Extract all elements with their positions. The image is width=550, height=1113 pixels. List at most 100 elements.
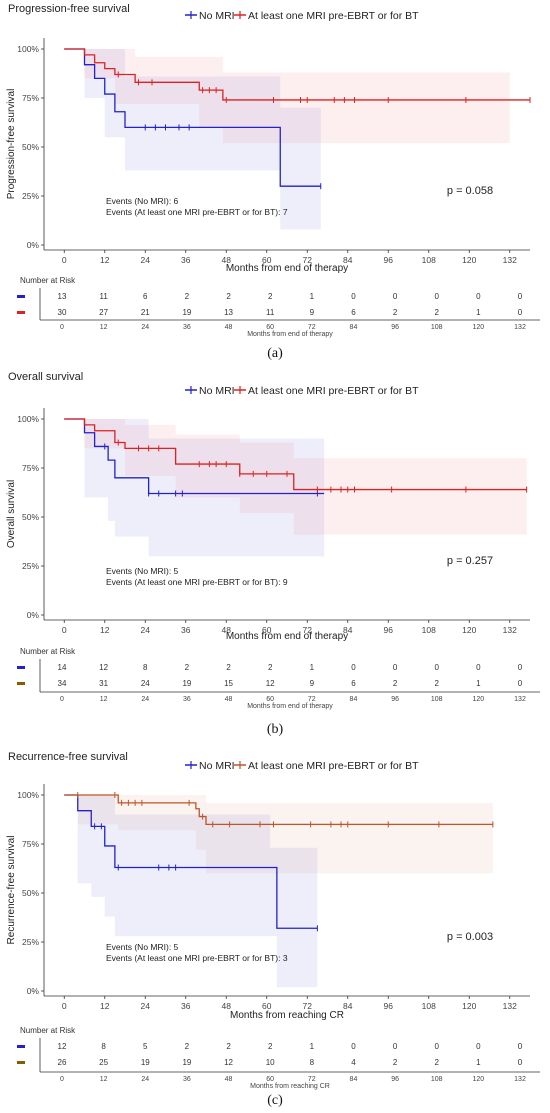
y-tick-label: 100% [17, 790, 39, 800]
events-no-mri: Events (No MRI): 5 [106, 566, 179, 576]
risk-count: 2 [226, 663, 231, 672]
x-tick-label: 72 [303, 1001, 313, 1011]
risk-x-tick-label: 60 [266, 1076, 274, 1083]
risk-count: 2 [393, 1058, 398, 1067]
risk-count: 2 [268, 663, 273, 672]
x-tick-label: 48 [222, 1001, 232, 1011]
risk-count: 2 [226, 1042, 231, 1051]
panel-caption: (c) [267, 1093, 283, 1108]
risk-count: 34 [58, 679, 67, 688]
risk-table-title: Number at Risk [20, 647, 76, 656]
x-tick-label: 120 [462, 1001, 476, 1011]
x-tick-label: 24 [141, 1001, 151, 1011]
events-no-mri: Events (No MRI): 6 [106, 196, 179, 206]
x-tick-label: 0 [62, 625, 67, 635]
risk-count: 9 [310, 308, 315, 317]
ci-band-1 [84, 49, 321, 230]
y-tick-label: 0% [27, 986, 40, 996]
legend-label-1: No MRI [199, 760, 235, 772]
y-tick-label: 25% [22, 191, 39, 201]
risk-count: 8 [143, 663, 148, 672]
x-tick-label: 84 [343, 255, 353, 265]
risk-count: 1 [310, 663, 315, 672]
risk-x-tick-label: 132 [514, 324, 526, 331]
risk-row-key-2 [17, 1061, 25, 1064]
risk-row-key-2 [17, 682, 25, 685]
risk-count: 12 [99, 663, 108, 672]
risk-count: 0 [518, 1058, 523, 1067]
panel-title: Progression-free survival [8, 3, 130, 15]
y-tick-label: 25% [22, 937, 39, 947]
events-mri: Events (At least one MRI pre-EBRT or for… [106, 207, 288, 217]
y-tick-label: 0% [27, 610, 40, 620]
risk-count: 19 [182, 1058, 191, 1067]
risk-x-tick-label: 48 [225, 324, 233, 331]
risk-count: 2 [185, 1042, 190, 1051]
x-axis-label: Months from end of therapy [226, 631, 348, 642]
x-tick-label: 96 [384, 625, 394, 635]
risk-x-tick-label: 60 [266, 324, 274, 331]
risk-count: 11 [99, 292, 108, 301]
risk-x-tick-label: 96 [391, 1076, 399, 1083]
panel-title: Recurrence-free survival [8, 751, 128, 763]
survival-panel-2: Overall survival No MRI At least one MRI p… [6, 371, 540, 737]
risk-count: 1 [476, 679, 481, 688]
risk-count: 0 [476, 663, 481, 672]
risk-x-axis-label: Months from reaching CR [250, 1083, 330, 1090]
x-tick-label: 0 [62, 1001, 67, 1011]
risk-x-axis-label: Months from end of therapy [247, 331, 333, 338]
x-tick-label: 48 [222, 625, 232, 635]
risk-count: 15 [224, 679, 233, 688]
risk-count: 0 [393, 292, 398, 301]
risk-count: 2 [435, 308, 440, 317]
risk-count: 6 [143, 292, 148, 301]
km-curve-1 [64, 48, 321, 187]
x-tick-label: 120 [462, 255, 476, 265]
risk-count: 0 [393, 663, 398, 672]
risk-count: 6 [351, 679, 356, 688]
risk-x-tick-label: 12 [100, 324, 108, 331]
x-tick-label: 96 [384, 1001, 394, 1011]
km-curve-1 [64, 794, 318, 929]
risk-count: 19 [141, 1058, 150, 1067]
risk-count: 10 [266, 1058, 275, 1067]
x-tick-label: 12 [100, 1001, 110, 1011]
risk-count: 2 [393, 308, 398, 317]
risk-x-tick-label: 12 [100, 1076, 108, 1083]
risk-count: 2 [268, 1042, 273, 1051]
risk-count: 6 [351, 308, 356, 317]
risk-count: 0 [476, 1042, 481, 1051]
panel-caption: (b) [267, 722, 284, 737]
x-axis-label: Months from reaching CR [230, 1010, 344, 1021]
risk-x-tick-label: 36 [183, 324, 191, 331]
risk-x-tick-label: 84 [350, 696, 358, 703]
risk-count: 4 [351, 1058, 356, 1067]
risk-count: 0 [518, 679, 523, 688]
x-tick-label: 48 [222, 255, 232, 265]
risk-x-tick-label: 108 [431, 324, 443, 331]
risk-table-title: Number at Risk [20, 1026, 76, 1035]
risk-x-tick-label: 0 [60, 324, 64, 331]
x-tick-label: 60 [262, 255, 272, 265]
y-tick-label: 0% [27, 240, 40, 250]
risk-x-tick-label: 24 [141, 324, 149, 331]
risk-count: 2 [393, 679, 398, 688]
y-tick-label: 50% [22, 512, 39, 522]
risk-count: 0 [435, 292, 440, 301]
events-mri: Events (At least one MRI pre-EBRT or for… [106, 577, 288, 587]
risk-x-tick-label: 24 [141, 696, 149, 703]
risk-x-tick-label: 132 [514, 696, 526, 703]
legend-label-1: No MRI [199, 385, 235, 397]
risk-count: 30 [58, 308, 67, 317]
risk-x-tick-label: 48 [225, 696, 233, 703]
y-tick-label: 75% [22, 463, 39, 473]
risk-x-tick-label: 84 [350, 1076, 358, 1083]
ci-band-1 [77, 795, 318, 988]
km-curve-1 [64, 418, 325, 495]
risk-count: 12 [266, 679, 275, 688]
risk-count: 2 [435, 679, 440, 688]
x-tick-label: 12 [100, 255, 110, 265]
x-tick-label: 36 [181, 255, 191, 265]
x-tick-label: 24 [141, 625, 151, 635]
